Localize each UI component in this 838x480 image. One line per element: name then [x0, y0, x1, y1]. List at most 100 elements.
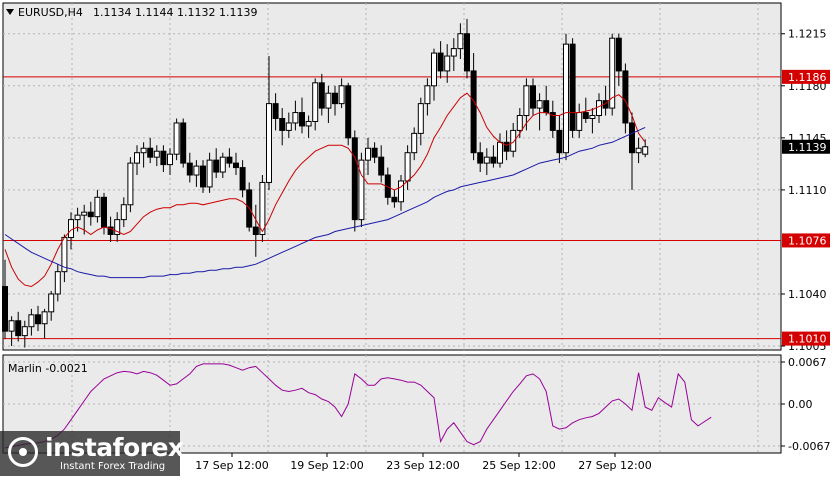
- candle-bullish: [193, 165, 200, 176]
- candle-bearish: [345, 85, 352, 139]
- candle-bullish: [338, 85, 345, 105]
- instaforex-logo-icon: [8, 437, 38, 467]
- price-axis: 1.12151.11801.11451.11101.10401.10051.11…: [781, 28, 830, 353]
- time-axis: 17 Sep 12:00 19 Sep 12:00 23 Sep 12:00 25 S…: [195, 453, 652, 472]
- candle-bullish: [450, 48, 457, 57]
- candle-bearish: [272, 103, 279, 120]
- candle-bullish: [596, 100, 602, 117]
- triangle-down-icon[interactable]: [6, 9, 14, 15]
- candle-bearish: [556, 129, 563, 154]
- candle-bearish: [464, 33, 470, 72]
- candle-bearish: [549, 112, 556, 131]
- x-tick-label: 17 Sep 12:00: [195, 459, 268, 472]
- candle-bullish: [81, 211, 88, 216]
- candle-bearish: [160, 150, 167, 166]
- candle-bearish: [503, 141, 510, 152]
- y-tick-label: 1.1040: [788, 288, 827, 301]
- symbol-label: EURUSD,H4: [18, 6, 83, 19]
- main-chart-pane: [2, 2, 782, 351]
- candle-bullish: [424, 85, 431, 105]
- candle-bullish: [21, 326, 28, 337]
- moving-average-red: [4, 92, 646, 288]
- candle-bullish: [94, 196, 101, 218]
- candle-bullish: [411, 132, 418, 154]
- candle-bullish: [120, 204, 127, 221]
- candle-bullish: [305, 120, 312, 127]
- candle-bullish: [134, 152, 140, 164]
- candle-bullish: [444, 55, 451, 72]
- candle-bullish: [325, 92, 332, 109]
- candle-bullish: [563, 43, 569, 154]
- candle-bearish: [180, 122, 187, 164]
- candle-bullish: [292, 112, 299, 124]
- candle-bearish: [622, 70, 629, 124]
- indicator-tick-label: 0.0067: [788, 356, 827, 369]
- indicator-tick-label: 0.00: [788, 398, 813, 411]
- candle-bullish: [41, 311, 48, 325]
- candle-bearish: [226, 156, 233, 164]
- candle-bearish: [233, 162, 239, 169]
- level-price-label: 1.1076: [788, 234, 827, 247]
- moving-average-lines: [4, 92, 646, 288]
- candle-bearish: [490, 156, 497, 164]
- candle-bearish: [101, 196, 107, 228]
- indicator-tick-label: -0.0067: [788, 440, 830, 453]
- candle-bullish: [358, 159, 365, 221]
- candle-bullish: [219, 156, 226, 173]
- candle-bullish: [167, 153, 173, 166]
- candle-bearish: [629, 122, 635, 154]
- marlin-polyline: [4, 363, 712, 449]
- candle-bearish: [470, 70, 477, 154]
- candle-bearish: [107, 226, 114, 235]
- candle-bullish: [173, 122, 180, 155]
- candle-bearish: [15, 320, 22, 337]
- candle-bullish: [536, 100, 543, 109]
- candle-bearish: [543, 100, 550, 114]
- candle-bearish: [391, 196, 398, 203]
- candle-bullish: [8, 320, 15, 332]
- candle-bearish: [252, 226, 259, 235]
- candle-bullish: [483, 156, 490, 164]
- candle-bullish: [74, 214, 81, 221]
- candle-bullish: [404, 152, 411, 182]
- candle-bullish: [635, 147, 642, 154]
- candle-bearish: [477, 152, 484, 164]
- candle-bullish: [28, 314, 35, 328]
- level-price-label: 1.1010: [788, 333, 827, 346]
- candle-bearish: [87, 211, 94, 218]
- candle-bearish: [200, 165, 206, 188]
- candle-bearish: [279, 118, 286, 131]
- candle-bullish: [259, 181, 266, 235]
- current-price-badge: [782, 139, 830, 154]
- candle-bearish: [615, 37, 622, 72]
- candle-bearish: [437, 52, 444, 72]
- marlin-line: [4, 363, 712, 449]
- candle-bearish: [332, 92, 338, 105]
- current-price-label: 1.1139: [788, 141, 827, 154]
- candle-bullish: [457, 33, 464, 50]
- candle-bearish: [582, 112, 589, 120]
- x-tick-label: 19 Sep 12:00: [290, 459, 363, 472]
- candle-bearish: [569, 43, 576, 131]
- candle-bearish: [318, 82, 325, 109]
- indicator-title: Marlin -0.0021: [8, 362, 88, 375]
- candle-bearish: [213, 159, 220, 173]
- candle-bullish: [48, 293, 55, 313]
- level-price-badge: [782, 233, 830, 248]
- candle-bullish: [114, 219, 121, 235]
- candle-bullish: [153, 150, 160, 158]
- brand-name: instaforex: [45, 433, 184, 462]
- candle-bearish: [186, 162, 193, 176]
- candle-bullish: [642, 146, 649, 155]
- candle-bullish: [266, 103, 272, 183]
- branding-watermark: instaforex Instant Forex Trading: [0, 431, 184, 476]
- candle-bearish: [299, 112, 305, 127]
- brand-tagline: Instant Forex Trading: [60, 461, 166, 472]
- candle-bullish: [431, 52, 437, 87]
- candle-bullish: [497, 141, 503, 164]
- x-tick-label: 25 Sep 12:00: [482, 459, 555, 472]
- indicator-axis: 0.0067 0.00 -0.0067: [781, 356, 830, 453]
- candle-bullish: [589, 115, 596, 120]
- candlestick-series: [2, 18, 649, 348]
